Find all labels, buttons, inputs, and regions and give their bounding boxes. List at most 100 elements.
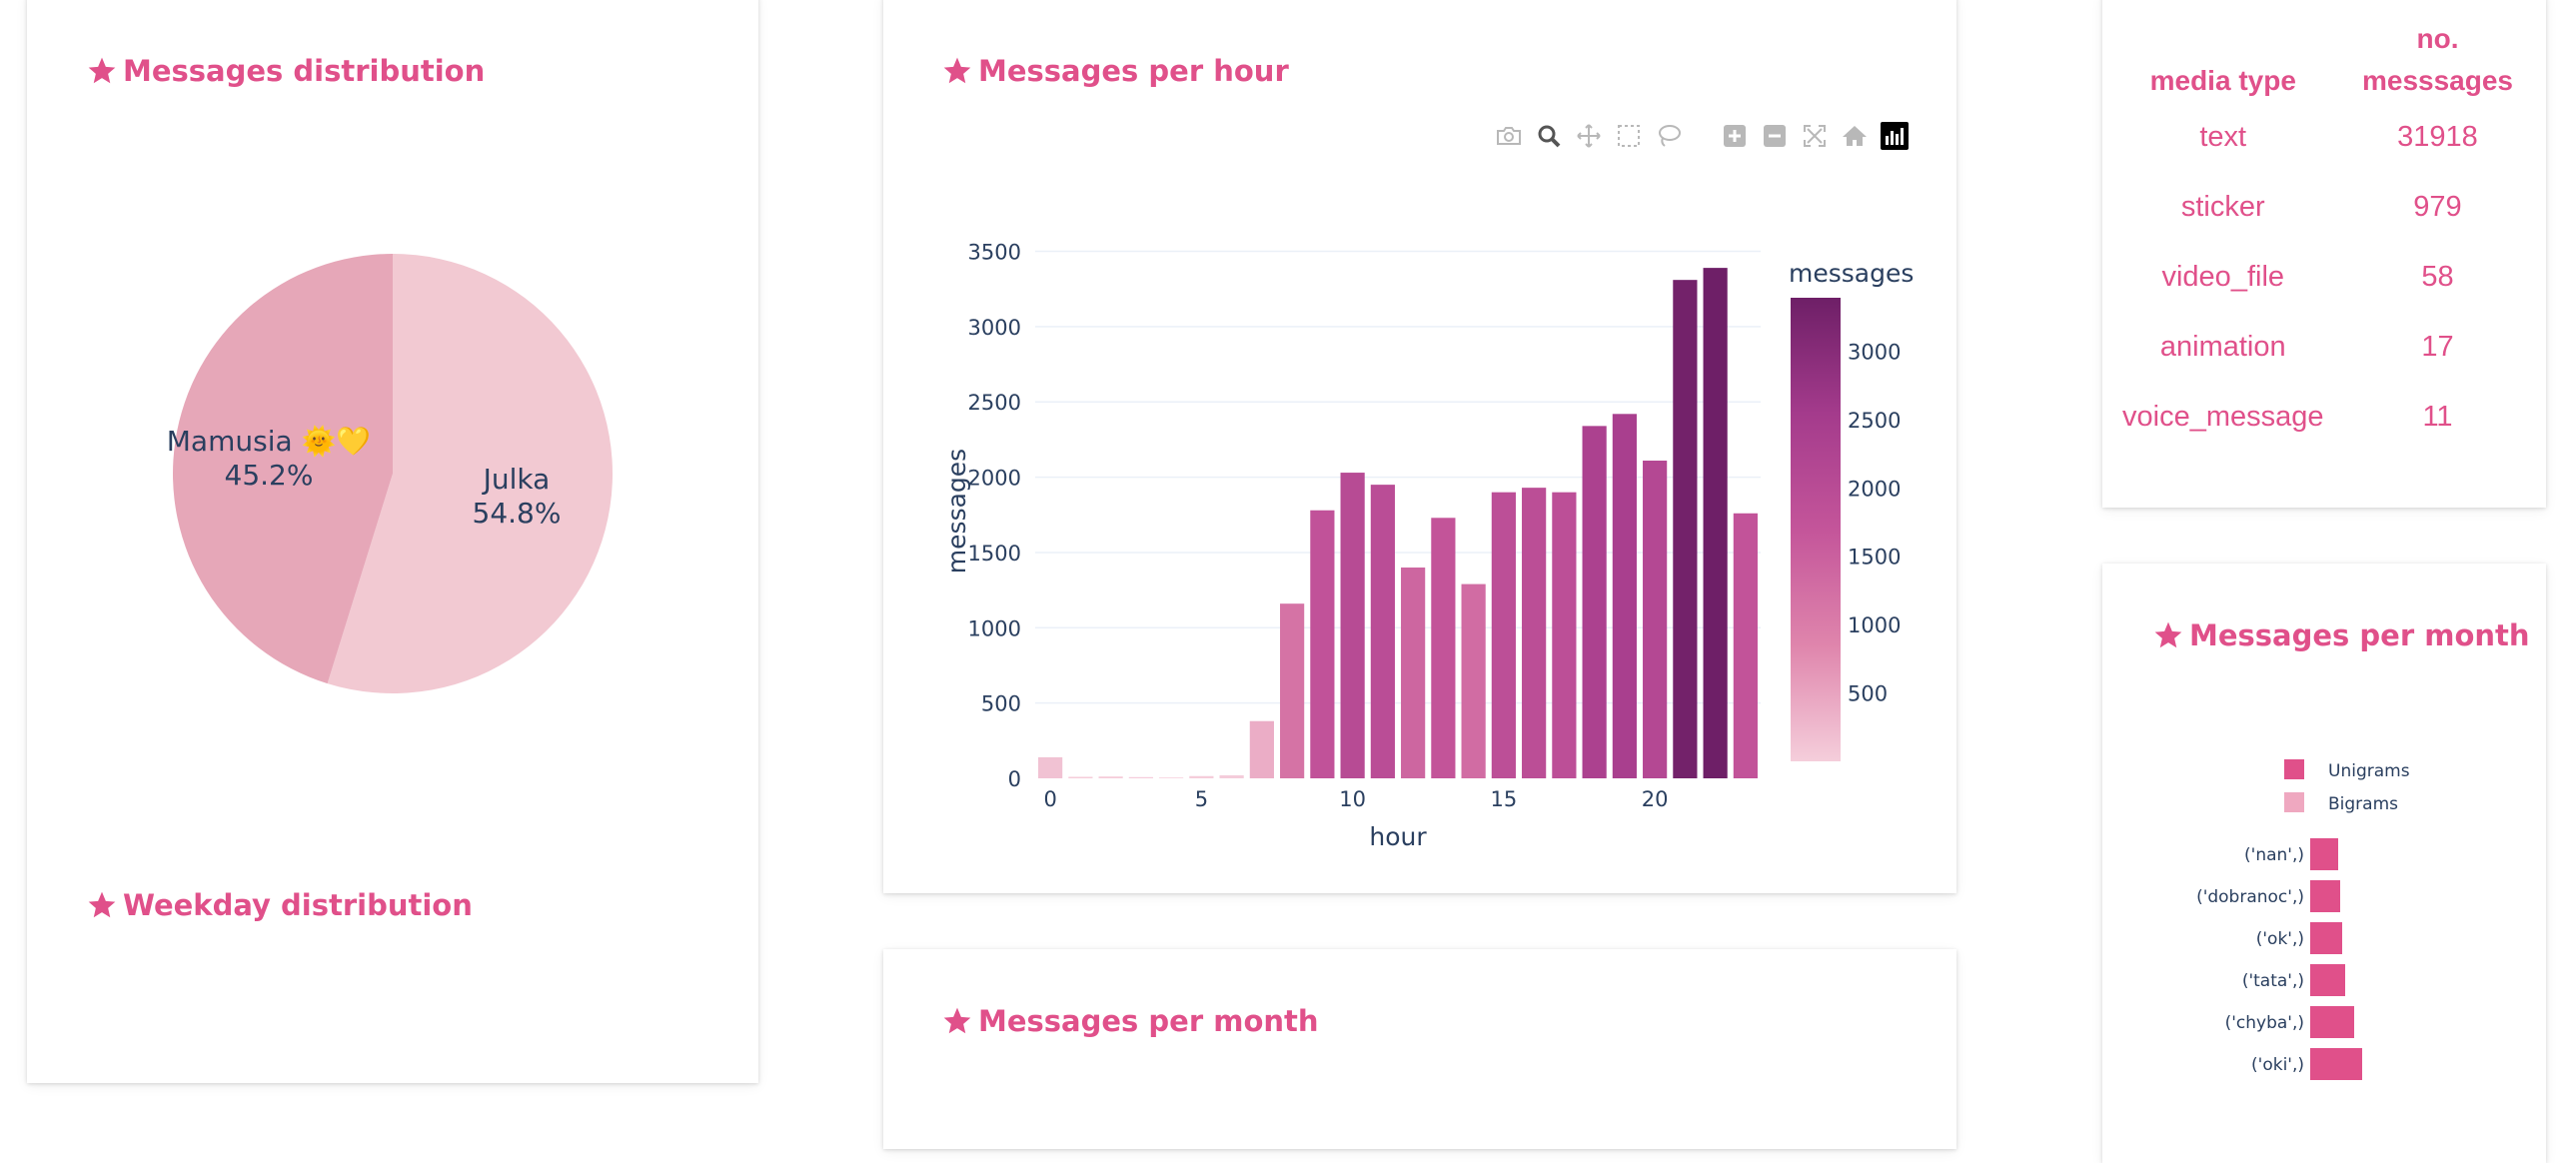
per-hour-card: Messages per hour 0 500 1000 1500 2000 2500 30… [883, 0, 1956, 893]
x-tick-label: 10 [1339, 787, 1366, 811]
hour-bar[interactable] [1582, 426, 1607, 778]
y-axis-title: messages [942, 449, 971, 574]
media-type-cell: video_file [2161, 260, 2285, 293]
hour-bar[interactable] [1219, 774, 1244, 778]
camera-icon[interactable] [1489, 118, 1529, 154]
ngram-bar[interactable] [2310, 964, 2345, 996]
star-icon [943, 57, 971, 84]
media-type-cell: text [2199, 120, 2247, 153]
pie-slice-1[interactable] [173, 254, 393, 684]
hour-bar[interactable] [1703, 268, 1728, 778]
hour-bar[interactable] [1491, 492, 1516, 778]
table-row: sticker 979 [2110, 172, 2540, 242]
colorbar-tick-label: 2000 [1848, 477, 1901, 501]
pie-slice-0[interactable] [327, 254, 614, 694]
ngram-bar[interactable] [2310, 1048, 2362, 1080]
hour-bar[interactable] [1068, 776, 1093, 778]
pie-slice-percent: 45.2% [225, 459, 314, 492]
lasso-select-icon[interactable] [1649, 118, 1689, 154]
hour-bar[interactable] [1038, 756, 1063, 778]
ngram-label: ('nan',) [2244, 845, 2304, 865]
hour-bar[interactable] [1189, 775, 1214, 778]
reset-axes-icon[interactable] [1835, 118, 1875, 154]
star-icon [88, 57, 116, 84]
media-type-cell: sticker [2180, 190, 2265, 223]
hour-bar[interactable] [1673, 280, 1698, 778]
y-tick-label: 0 [1008, 767, 1021, 791]
distribution-card: Messages distribution Julka 54.8% Mamusia … [27, 0, 758, 1083]
hourly-bar-chart[interactable]: 0 500 1000 1500 2000 2500 3000 3500 0 5 10 15 20 hour… [883, 0, 1956, 893]
distribution-title: Messages distribution [86, 54, 485, 88]
media-type-cell: voice_message [2122, 400, 2324, 433]
y-tick-label: 2500 [968, 391, 1021, 415]
hour-bar[interactable] [1370, 485, 1395, 778]
count-cell: 979 [2413, 190, 2462, 223]
hour-bar[interactable] [1643, 461, 1668, 778]
ngram-bar[interactable] [2310, 922, 2342, 954]
per-hour-title: Messages per hour [941, 54, 1289, 88]
y-tick-label: 3000 [968, 316, 1021, 340]
table-row: video_file 58 [2110, 242, 2540, 312]
y-tick-label: 1500 [968, 542, 1021, 566]
x-tick-label: 20 [1642, 787, 1669, 811]
legend-label: Bigrams [2328, 794, 2398, 814]
legend-swatch[interactable] [2284, 792, 2304, 812]
media-table-header-row: media type no. messsages [2110, 18, 2540, 102]
x-axis-title: hour [1369, 822, 1427, 851]
y-tick-label: 2000 [968, 467, 1021, 491]
hour-bar[interactable] [1552, 492, 1577, 778]
count-cell: 31918 [2397, 120, 2478, 153]
hour-bar[interactable] [1340, 473, 1365, 778]
zoom-icon[interactable] [1529, 118, 1569, 154]
ngram-bar-chart[interactable]: Unigrams Bigrams ('nan',) ('dobranoc',) ('ok… [2102, 564, 2546, 1163]
hour-bar[interactable] [1280, 603, 1305, 778]
hour-bar[interactable] [1461, 583, 1486, 778]
table-row: voice_message 11 [2110, 382, 2540, 452]
hour-bar[interactable] [1310, 510, 1335, 778]
pie-slice-name: Mamusia 🌞💛 [167, 424, 372, 458]
plotly-logo-icon[interactable] [1875, 118, 1915, 154]
hour-bar[interactable] [1098, 776, 1123, 778]
box-select-icon[interactable] [1609, 118, 1649, 154]
zoom-out-icon[interactable] [1755, 118, 1795, 154]
colorbar-tick-label: 500 [1848, 682, 1888, 706]
weekday-title: Weekday distribution [86, 888, 473, 922]
ngram-bar[interactable] [2310, 838, 2338, 870]
y-tick-label: 3500 [968, 241, 1021, 265]
ngram-bar[interactable] [2310, 880, 2340, 912]
table-row: animation 17 [2110, 312, 2540, 382]
ngram-label: ('chyba',) [2225, 1013, 2304, 1033]
hour-bar[interactable] [1612, 414, 1637, 778]
per-month-right-card: Messages per month Unigrams Bigrams ('nan'… [2102, 564, 2546, 1163]
media-type-cell: animation [2159, 330, 2286, 363]
pie-slice-name: Julka [482, 463, 551, 496]
hour-bar[interactable] [1128, 776, 1153, 778]
legend-label: Unigrams [2328, 761, 2410, 781]
plot-modebar [1489, 118, 1915, 154]
x-tick-label: 15 [1491, 787, 1518, 811]
media-type-table: media type no. messsages text 31918 stick… [2110, 18, 2540, 452]
pan-icon[interactable] [1569, 118, 1609, 154]
hour-bar[interactable] [1522, 488, 1547, 778]
hour-bar[interactable] [1401, 568, 1426, 778]
autoscale-icon[interactable] [1795, 118, 1835, 154]
ngram-label: ('tata',) [2242, 971, 2304, 991]
y-tick-label: 1000 [968, 616, 1021, 640]
pie-slice-percent: 54.8% [473, 497, 562, 530]
hour-bar[interactable] [1249, 720, 1274, 778]
per-month-center-title-text: Messages per month [978, 1004, 1319, 1038]
y-tick-label: 500 [981, 692, 1021, 716]
legend-swatch[interactable] [2284, 759, 2304, 779]
ngram-bar[interactable] [2310, 1006, 2354, 1038]
count-header: no. messsages [2361, 23, 2513, 96]
count-cell: 11 [2422, 400, 2453, 433]
table-row: text 31918 [2110, 102, 2540, 172]
colorbar-tick-label: 2500 [1848, 409, 1901, 433]
hour-bar[interactable] [1159, 777, 1184, 778]
colorbar-tick-label: 3000 [1848, 340, 1901, 364]
count-cell: 58 [2421, 260, 2454, 293]
zoom-in-icon[interactable] [1715, 118, 1755, 154]
hour-bar[interactable] [1733, 513, 1758, 778]
hour-bar[interactable] [1431, 518, 1456, 778]
